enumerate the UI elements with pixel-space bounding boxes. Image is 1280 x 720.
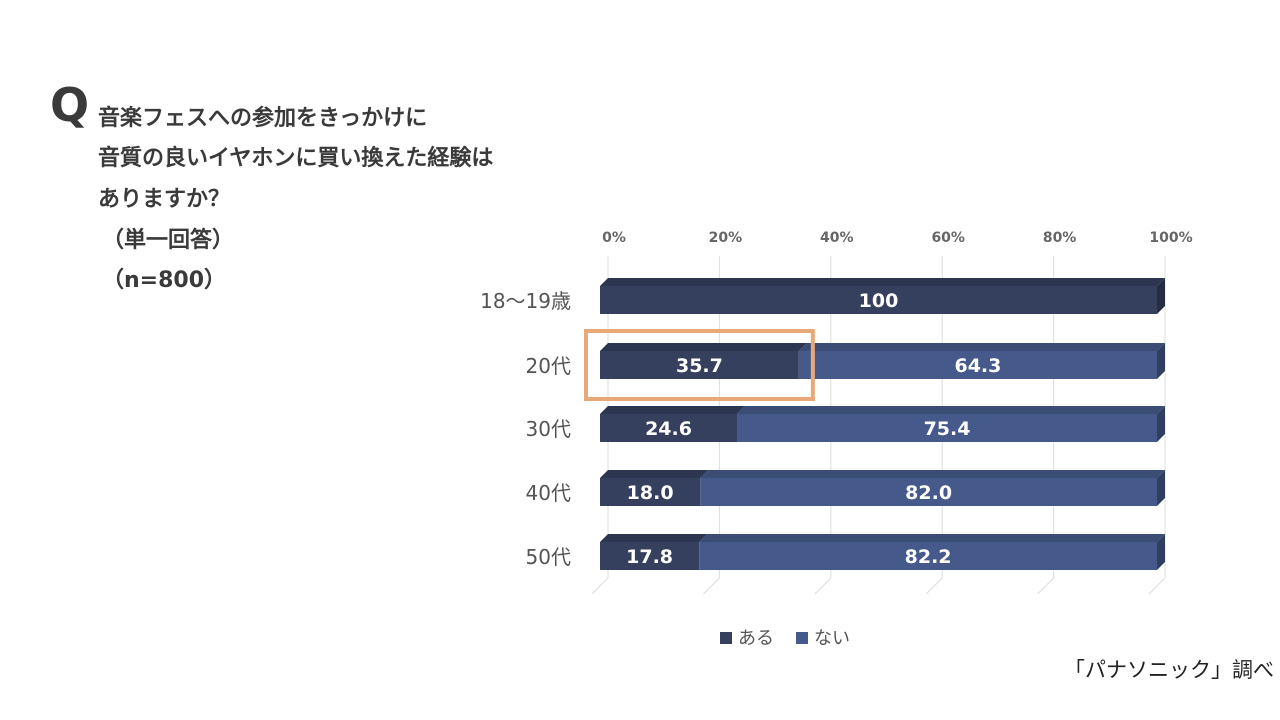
bar-top-face <box>798 343 1165 351</box>
bar-segment <box>700 478 1157 506</box>
x-tick-label: 40% <box>820 230 854 246</box>
answer-type: （単一回答） <box>102 228 235 253</box>
source-note: 「パナソニック」調べ <box>1064 658 1274 682</box>
bar-segment <box>798 351 1157 379</box>
data-label: 24.6 <box>645 418 692 440</box>
gridline-floor <box>1037 577 1054 595</box>
data-label: 82.0 <box>905 482 952 504</box>
bar-top-face <box>600 534 708 542</box>
gridline-floor <box>814 577 832 595</box>
bar-top-face <box>600 343 807 351</box>
x-tick-label: 20% <box>709 230 743 246</box>
bar-top-face <box>700 470 1165 478</box>
bar-top-face <box>600 278 1165 286</box>
gridline-floor <box>1148 577 1166 595</box>
data-label: 64.3 <box>954 355 1001 377</box>
bar-side-face <box>1157 278 1165 314</box>
bar-side-face <box>1157 534 1165 570</box>
x-tick-label: 0% <box>602 230 626 246</box>
question-line-3: ありますか？ <box>98 187 231 212</box>
gridline-floor <box>703 577 720 595</box>
y-category-label: 50代 <box>526 545 571 569</box>
bar-top-face <box>600 470 709 478</box>
highlight-box <box>584 329 815 401</box>
data-label: 35.7 <box>676 355 723 377</box>
bar-side-face <box>1157 470 1165 506</box>
y-category-label: 20代 <box>526 354 571 378</box>
y-category-label: 40代 <box>526 481 571 505</box>
bar-segment <box>600 286 1157 314</box>
bar-segment <box>600 542 700 570</box>
x-tick-label: 80% <box>1043 230 1077 246</box>
legend-label: ない <box>814 628 850 649</box>
bar-side-face <box>1157 343 1165 379</box>
question-line-2: 音質の良いイヤホンに買い換えた経験は <box>98 146 494 171</box>
bar-segment <box>600 414 738 442</box>
bar-segment <box>600 478 701 506</box>
bar-top-face <box>600 406 746 414</box>
bar-segment <box>737 414 1157 442</box>
data-label: 100 <box>859 290 899 312</box>
y-category-label: 30代 <box>526 417 571 441</box>
sample-size: （n=800） <box>102 268 227 293</box>
legend-swatch <box>720 632 732 644</box>
bar-top-face <box>699 534 1165 542</box>
x-tick-label: 100% <box>1149 230 1192 246</box>
data-label: 82.2 <box>905 546 952 568</box>
data-label: 17.8 <box>626 546 673 568</box>
question-line-1: 音楽フェスへの参加をきっかけに <box>98 106 428 131</box>
gridline-floor <box>925 577 943 595</box>
legend-swatch <box>796 632 808 644</box>
bar-top-face <box>737 406 1165 414</box>
gridline-floor <box>591 577 609 595</box>
bar-side-face <box>1157 406 1165 442</box>
legend-label: ある <box>738 628 774 649</box>
bar-segment <box>699 542 1157 570</box>
x-tick-label: 60% <box>931 230 965 246</box>
data-label: 75.4 <box>924 418 971 440</box>
bar-segment <box>600 351 799 379</box>
question-mark: Q <box>50 78 90 132</box>
data-label: 18.0 <box>627 482 674 504</box>
y-category-label: 18～19歳 <box>480 289 571 313</box>
